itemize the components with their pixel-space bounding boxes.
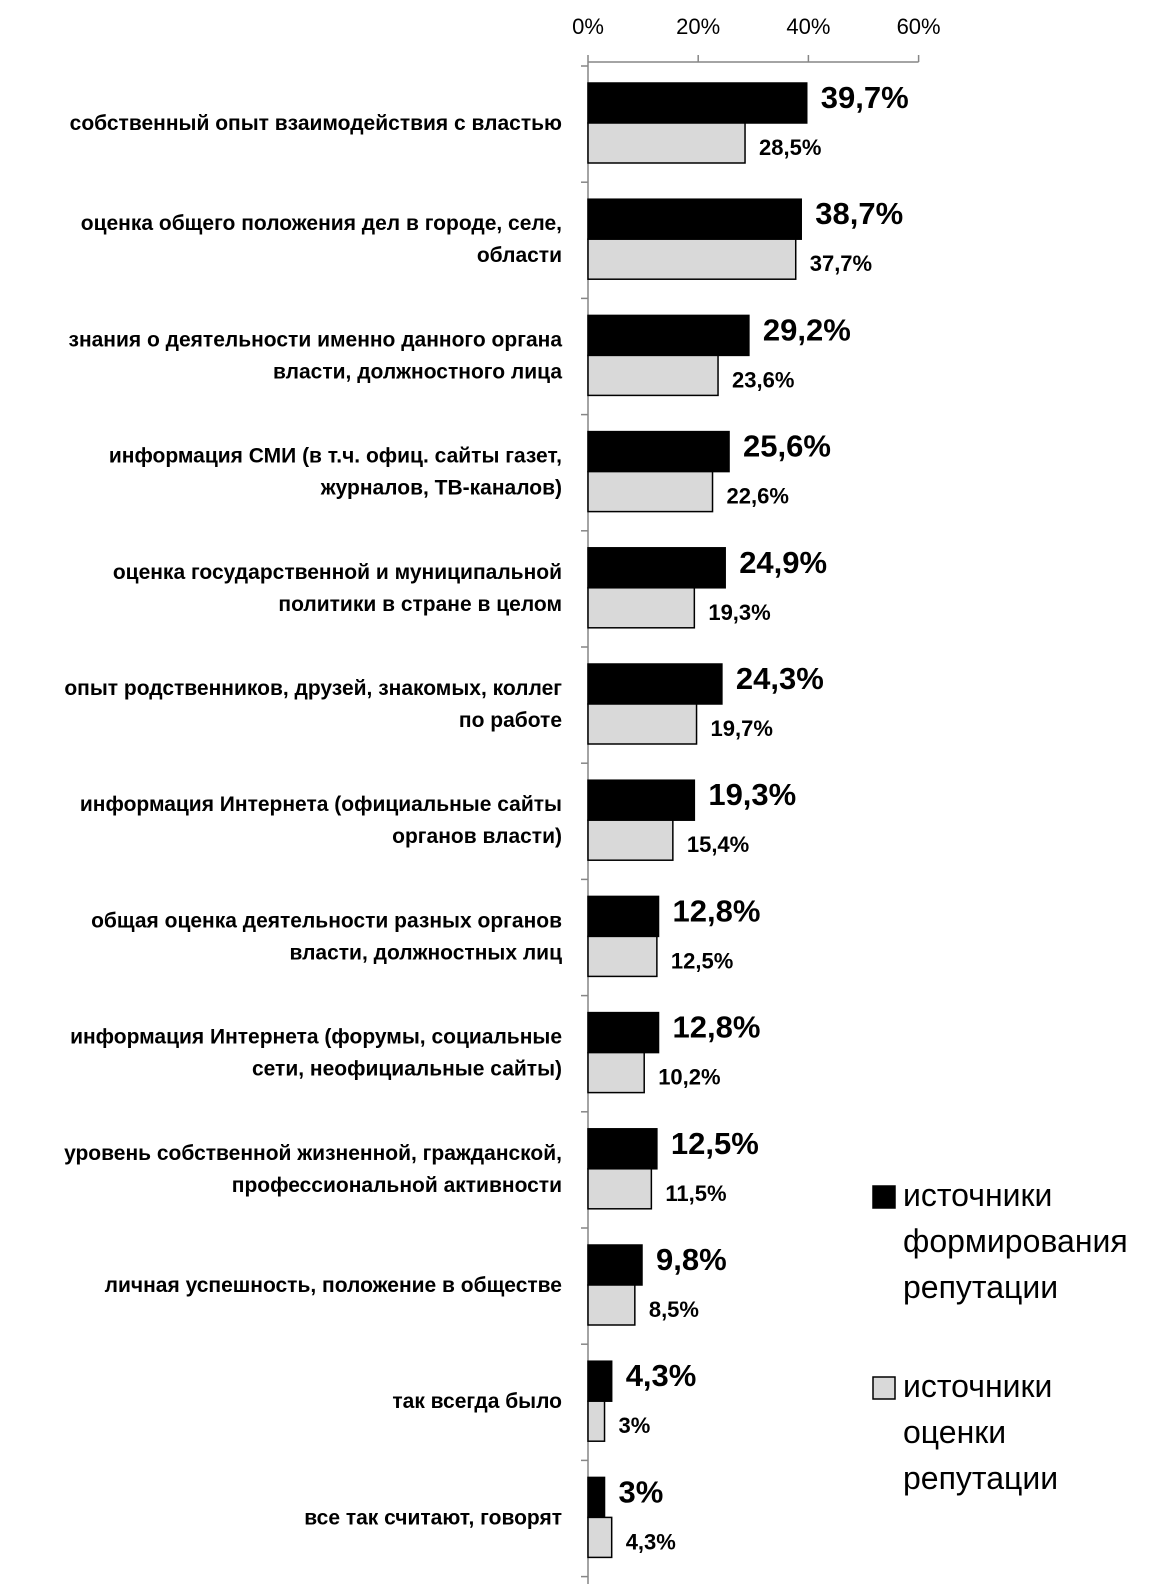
data-label-formation: 9,8% — [656, 1242, 727, 1277]
data-label-formation: 24,3% — [736, 661, 824, 696]
labels-layer: 39,7%28,5% собственный опыт взаимодействи… — [64, 80, 909, 1554]
bar-formation — [587, 547, 726, 589]
data-label-evaluation: 11,5% — [665, 1181, 726, 1206]
data-label-evaluation: 4,3% — [626, 1529, 676, 1554]
bar-evaluation — [587, 1284, 636, 1326]
data-label-formation: 3% — [619, 1474, 664, 1509]
bar-evaluation — [587, 587, 696, 629]
bar-evaluation — [587, 470, 714, 513]
bar-formation — [587, 1476, 606, 1519]
data-label-evaluation: 19,3% — [708, 600, 770, 625]
category-label: уровень собственной жизненной, гражданск… — [64, 1142, 562, 1197]
category-label: информация Интернета (официальные сайты о… — [80, 793, 562, 848]
category-label: оценка общего положения дел в городе, се… — [81, 212, 562, 267]
legend-swatch — [872, 1376, 896, 1400]
legend-item-evaluation: источники оценки репутации — [903, 1368, 1058, 1496]
data-label-evaluation: 8,5% — [649, 1297, 699, 1322]
x-tick-label: 20% — [676, 14, 720, 39]
bar-formation — [587, 1128, 658, 1170]
category-label: все так считают, говорят — [304, 1506, 562, 1529]
category-label: опыт родственников, друзей, знакомых, ко… — [64, 677, 562, 732]
bar-evaluation — [587, 935, 658, 978]
data-label-evaluation: 3% — [619, 1413, 651, 1438]
data-label-formation: 4,3% — [626, 1358, 697, 1393]
bar-formation — [587, 314, 750, 357]
bar-evaluation — [587, 122, 746, 164]
bar-evaluation — [587, 238, 797, 280]
bar-evaluation — [587, 819, 674, 861]
bar-formation — [587, 779, 696, 821]
x-tick-label: 60% — [897, 14, 941, 39]
legend: источники формирования репутации источники о… — [872, 1177, 1128, 1496]
bar-formation — [587, 1011, 660, 1054]
category-label: собственный опыт взаимодействия с власть… — [70, 112, 562, 135]
data-label-formation: 12,8% — [673, 1010, 761, 1045]
category-label: информация Интернета (форумы, социальные… — [70, 1026, 562, 1081]
data-label-evaluation: 19,7% — [711, 716, 773, 741]
bar-formation — [587, 663, 723, 705]
data-label-evaluation: 28,5% — [759, 135, 821, 160]
bar-formation — [587, 895, 660, 938]
category-label: оценка государственной и муниципальной по… — [113, 561, 562, 616]
data-label-evaluation: 37,7% — [810, 251, 872, 276]
category-label: личная успешность, положение в обществе — [105, 1274, 562, 1297]
bar-formation — [587, 430, 730, 473]
bar-evaluation — [587, 1400, 606, 1442]
bar-evaluation — [587, 354, 719, 397]
data-label-formation: 38,7% — [815, 196, 903, 231]
category-label: знания о деятельности именно данного орг… — [69, 328, 563, 383]
data-label-evaluation: 15,4% — [687, 832, 749, 857]
category-label: так всегда было — [392, 1390, 562, 1413]
data-label-formation: 24,9% — [739, 545, 827, 580]
bar-evaluation — [587, 1051, 645, 1094]
data-label-formation: 25,6% — [743, 429, 831, 464]
legend-swatch — [872, 1185, 896, 1209]
x-tick-label: 0% — [572, 14, 604, 39]
bar-evaluation — [587, 703, 698, 745]
data-label-formation: 19,3% — [708, 777, 796, 812]
bar-evaluation — [587, 1516, 613, 1559]
bar-evaluation — [587, 1168, 653, 1210]
legend-item-formation: источники формирования репутации — [903, 1177, 1128, 1305]
data-label-formation: 39,7% — [821, 80, 909, 115]
category-label: информация СМИ (в т.ч. офиц. сайты газет… — [109, 445, 562, 500]
data-label-formation: 12,8% — [673, 893, 761, 928]
data-label-evaluation: 22,6% — [727, 484, 789, 509]
data-label-formation: 12,5% — [671, 1126, 759, 1161]
bar-formation — [587, 1244, 643, 1286]
bar-formation — [587, 1360, 613, 1402]
data-label-evaluation: 10,2% — [658, 1065, 720, 1090]
data-label-evaluation: 12,5% — [671, 948, 733, 973]
bars-layer — [587, 82, 808, 1559]
x-tick-label: 40% — [786, 14, 830, 39]
bar-formation — [587, 82, 808, 124]
data-label-evaluation: 23,6% — [732, 367, 794, 392]
data-label-formation: 29,2% — [763, 312, 851, 347]
category-label: общая оценка деятельности разных органов… — [91, 909, 562, 964]
bar-formation — [587, 198, 802, 240]
